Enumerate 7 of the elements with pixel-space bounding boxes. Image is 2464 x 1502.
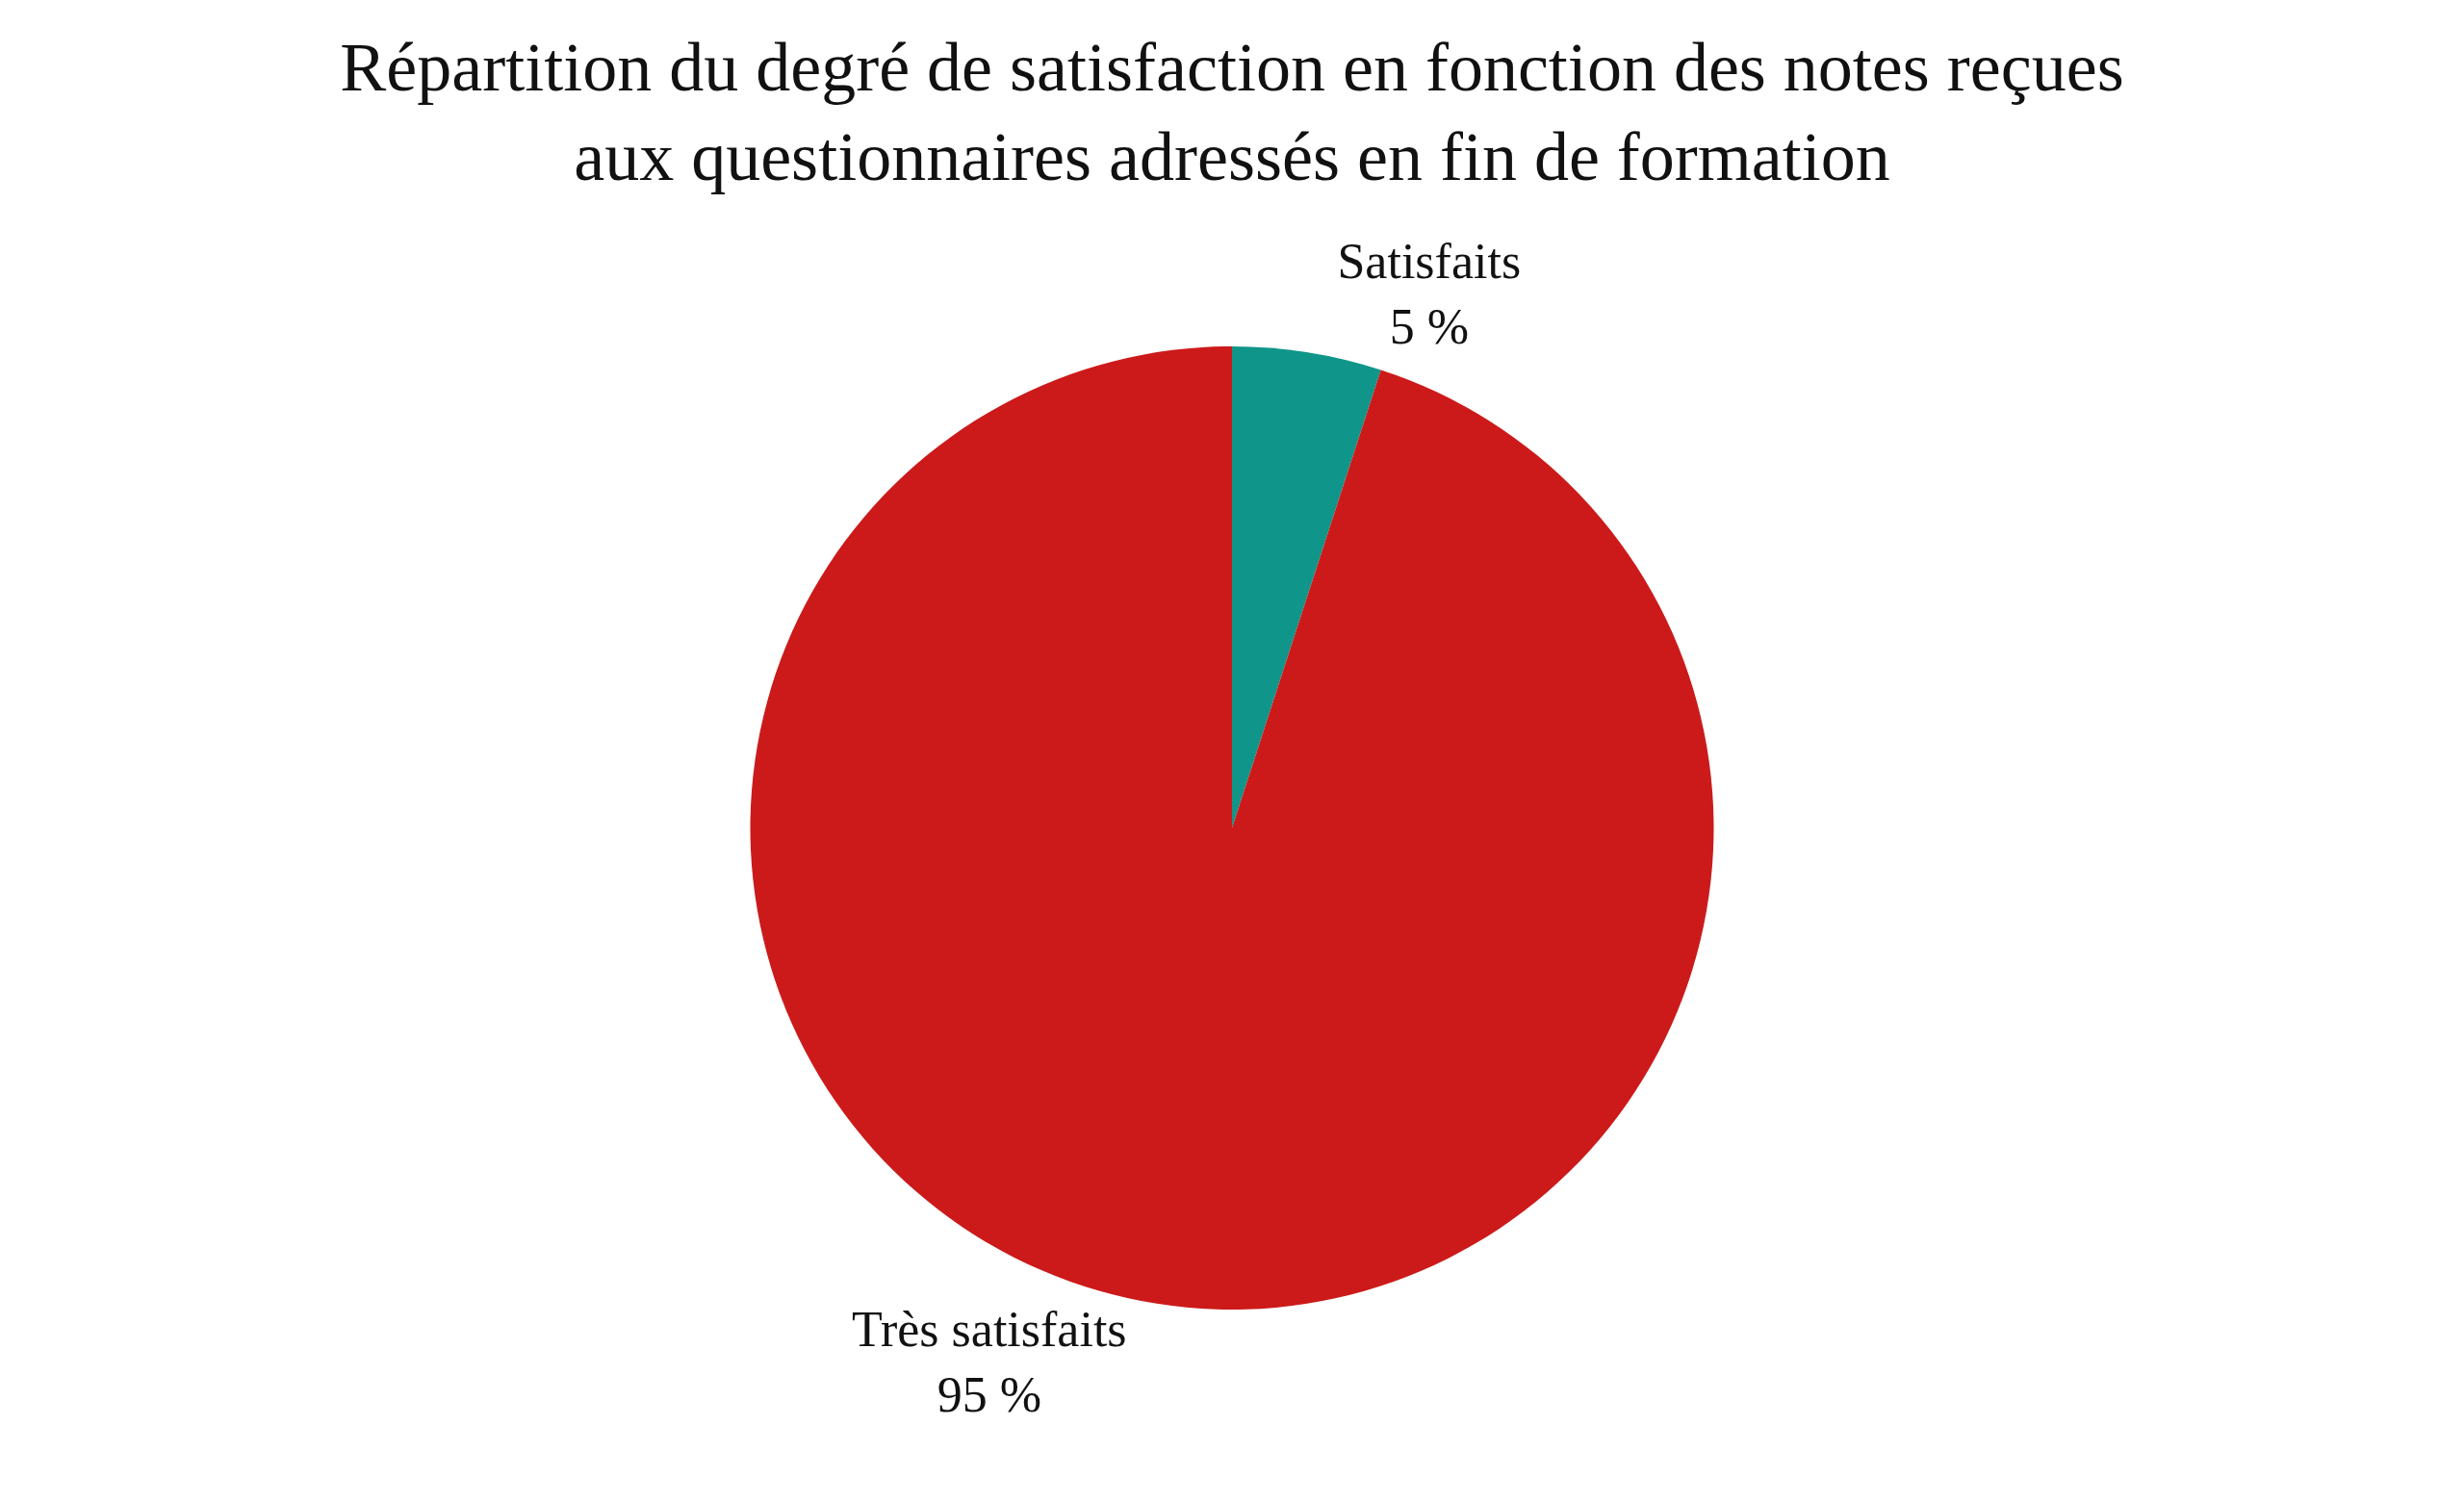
pie-slice bbox=[1232, 346, 1381, 828]
data-label: 5 % bbox=[1389, 298, 1469, 354]
pie-slice bbox=[750, 346, 1714, 1310]
chart-title: Répartition du degré de satisfaction en fonction des notes reçues aux questionnaires adressés en fin de formation bbox=[340, 28, 2124, 196]
data-label: 95 % bbox=[937, 1366, 1041, 1422]
slice-label: Satisfaits bbox=[1337, 234, 1522, 290]
slice-label: Très satisfaits bbox=[852, 1302, 1127, 1358]
